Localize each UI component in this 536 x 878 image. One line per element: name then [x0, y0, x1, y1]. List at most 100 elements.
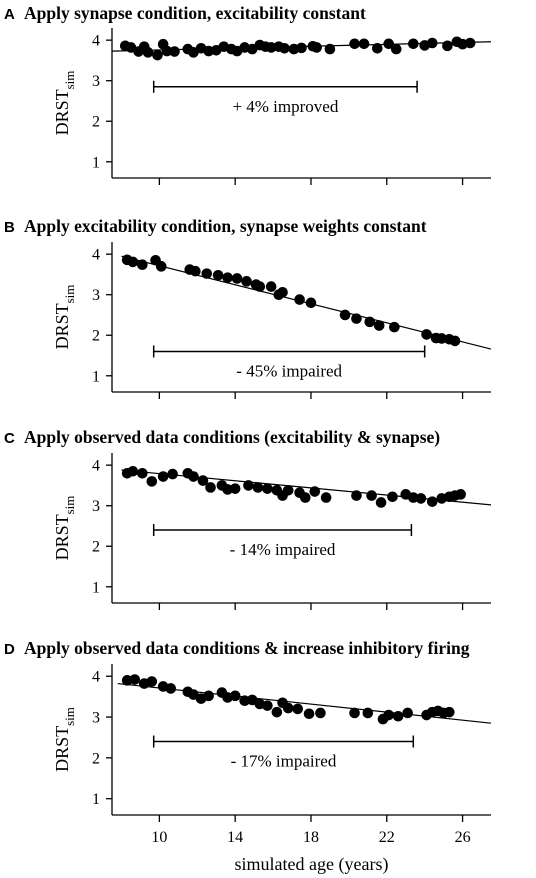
panel-d-point — [146, 676, 158, 687]
panel-d-ylabel-sub: sim — [62, 707, 77, 726]
panel-b-title: Apply excitability condition, synapse we… — [24, 216, 427, 236]
panel-a-ytick-label: 1 — [92, 154, 100, 171]
panel-c-title: Apply observed data conditions (excitabi… — [24, 427, 440, 447]
panel-c-point — [366, 490, 377, 501]
panel-a-point — [161, 45, 173, 57]
panel-d-xtick-label: 26 — [455, 829, 471, 846]
panel-b-annotation: - 45% impaired — [236, 361, 342, 380]
panel-d-ylabel: DRSTsim — [52, 707, 77, 772]
panel-c-point — [188, 471, 199, 482]
panel-d-point — [203, 690, 214, 702]
panel-b-ylabel-main: DRST — [52, 303, 72, 349]
panel-c-ylabel-main: DRST — [52, 514, 72, 560]
panel-a-ytick-label: 2 — [92, 114, 100, 131]
panel-c-point — [262, 483, 273, 494]
panel-d-ytick-label: 2 — [92, 750, 100, 767]
panel-b-ytick-label: 3 — [92, 287, 100, 304]
panel-c-point — [426, 496, 438, 507]
panel-a-point — [311, 42, 322, 53]
panel-d-point — [349, 707, 360, 719]
panel-a-point — [390, 43, 402, 55]
panel-a: A Apply synapse condition, excitability c… — [4, 3, 492, 185]
panel-b-point — [241, 276, 252, 287]
panel-d-point — [362, 707, 374, 719]
panel-b-point — [190, 265, 201, 277]
panel-a-title: Apply synapse condition, excitability co… — [24, 3, 366, 23]
panel-c-point — [252, 482, 264, 493]
panel-c-point — [205, 482, 216, 493]
panel-b-point — [389, 321, 400, 333]
panel-c-point — [320, 492, 332, 503]
panel-c-point — [127, 465, 139, 477]
panel-b-point — [222, 272, 233, 283]
panel-c-annotation: - 14% impaired — [230, 540, 336, 559]
panel-a-point — [426, 37, 438, 49]
panel-a-point — [296, 42, 307, 54]
panel-a-point — [464, 37, 476, 49]
panel-b: B Apply excitability condition, synapse w… — [4, 216, 492, 399]
panel-b-letter: B — [4, 219, 15, 236]
panel-c-point — [167, 468, 178, 480]
panel-c-point — [229, 483, 241, 494]
panel-b-point — [305, 297, 317, 309]
panel-d-xtick-label: 10 — [151, 829, 167, 846]
panel-a-ylabel-sub: sim — [62, 71, 77, 90]
panel-a-annotation: + 4% improved — [232, 97, 338, 116]
panel-c-point — [146, 476, 158, 487]
panel-a-point — [279, 42, 290, 54]
panel-b-point — [155, 261, 167, 272]
panel-c-point — [387, 491, 398, 503]
panel-b-ylabel-sub: sim — [62, 285, 77, 304]
panel-b-point — [449, 335, 461, 347]
panel-b-point — [254, 281, 266, 292]
panel-d-point — [303, 708, 315, 720]
panel-c-point — [455, 489, 466, 500]
panel-b-point — [373, 320, 385, 331]
panel-d-ytick-label: 4 — [92, 669, 100, 686]
panel-b-point — [364, 316, 376, 328]
panel-c-ylabel-sub: sim — [62, 496, 77, 515]
panel-a-ylabel: DRSTsim — [52, 71, 77, 136]
panel-a-point — [324, 43, 336, 55]
panel-c-point — [299, 492, 311, 503]
panel-c-point — [309, 486, 321, 497]
panel-a-ytick-label: 3 — [92, 73, 100, 90]
panel-d-point — [402, 707, 413, 719]
panel-d-point — [315, 707, 326, 719]
panel-b-ytick-label: 4 — [92, 247, 100, 264]
panel-d-point — [392, 710, 404, 722]
panel-d-point — [444, 706, 455, 718]
panel-c-ylabel: DRSTsim — [52, 496, 77, 561]
panel-d-point — [282, 702, 294, 714]
panel-c-ytick-label: 4 — [92, 458, 100, 475]
panel-d-point — [262, 700, 273, 711]
panel-c-letter: C — [4, 430, 15, 447]
panel-a-letter: A — [4, 6, 15, 23]
panel-b-point — [294, 294, 305, 305]
panel-d-ylabel-main: DRST — [52, 726, 72, 772]
panel-b-point — [201, 268, 213, 279]
panel-a-point — [408, 38, 419, 50]
panel-b-point — [351, 313, 362, 324]
panel-d-point — [229, 690, 241, 702]
panel-a-point — [442, 40, 453, 52]
panel-a-point — [349, 38, 360, 50]
panel-d-xtick-label: 14 — [227, 829, 243, 846]
panel-c: C Apply observed data conditions (excitab… — [4, 427, 492, 610]
panel-d-xtick-label: 18 — [303, 829, 319, 846]
panel-d-xtick-label: 22 — [379, 829, 395, 846]
panel-b-point — [212, 269, 224, 281]
panel-c-point — [243, 480, 254, 491]
panel-c-point — [351, 490, 362, 501]
panel-c-ytick-label: 2 — [92, 539, 100, 556]
panel-c-point — [282, 484, 294, 496]
panel-d-point — [165, 683, 177, 694]
panel-c-point — [137, 467, 148, 479]
panel-d-point — [129, 674, 141, 685]
panel-d-annotation: - 17% impaired — [231, 752, 337, 771]
panel-b-point — [231, 273, 243, 284]
panel-c-point — [415, 493, 427, 504]
panel-a-point — [372, 42, 383, 54]
panel-a-ylabel-main: DRST — [52, 89, 72, 135]
